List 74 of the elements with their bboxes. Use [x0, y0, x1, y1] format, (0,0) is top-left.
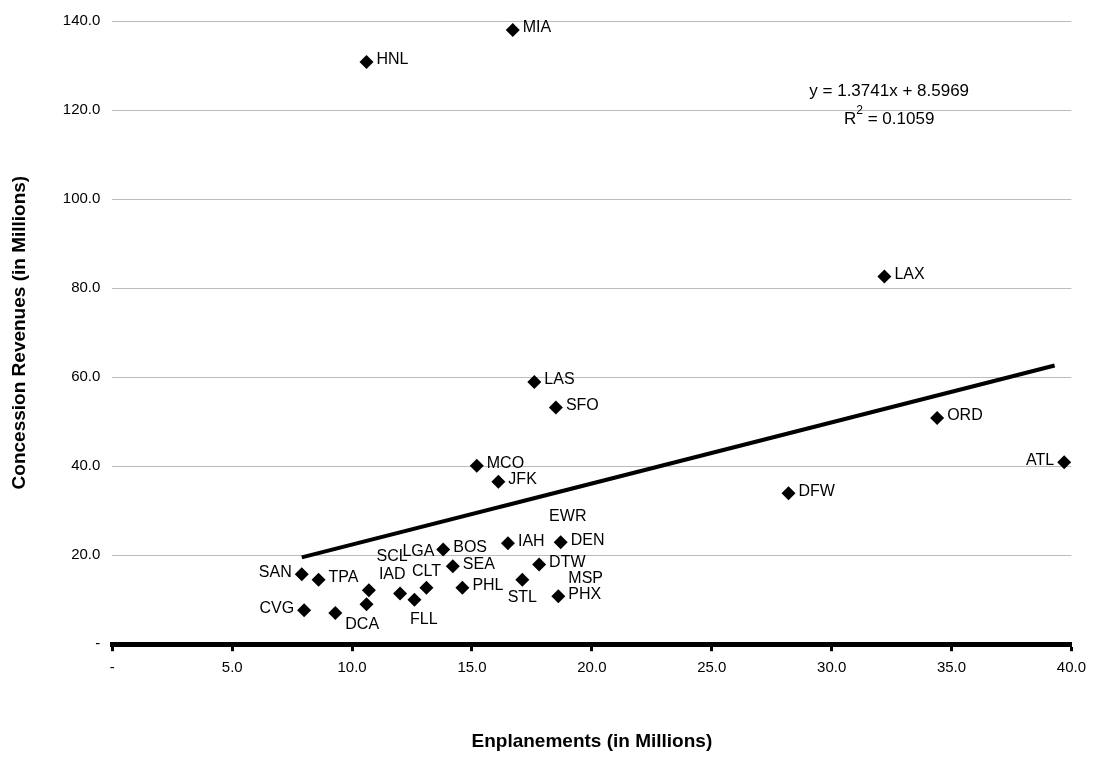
point: [551, 589, 566, 604]
annotation: EWR: [549, 506, 587, 524]
point: [548, 400, 563, 415]
x-tick-label: 40.0: [1056, 658, 1086, 676]
point: [491, 474, 506, 489]
x-tick-label: 25.0: [697, 658, 727, 676]
point: [436, 542, 451, 557]
annotation: LAX: [894, 264, 925, 282]
point: [553, 535, 568, 550]
annotation: PHX: [568, 584, 602, 602]
x-tick-label: 30.0: [817, 658, 847, 676]
annotation: BOS: [453, 537, 488, 555]
y-tick-label: 20.0: [71, 545, 101, 563]
annotation: DTW: [549, 552, 587, 570]
x-tick-label: 5.0: [221, 658, 243, 676]
point: [515, 572, 530, 587]
annotation: CLT: [411, 562, 442, 580]
point: [877, 269, 892, 284]
annotation: DCA: [345, 615, 380, 633]
point: [532, 557, 547, 572]
annotation: y = 1.3741x + 8.5969: [809, 80, 970, 100]
point: [930, 411, 945, 426]
x-axis-title: Enplanements (in Millions): [471, 729, 713, 751]
point: [328, 606, 343, 621]
x-tick-label: 35.0: [936, 658, 967, 676]
annotation: DFW: [798, 481, 836, 499]
y-tick-label: -: [95, 634, 101, 652]
point: [407, 592, 422, 607]
point: [781, 486, 796, 501]
point: [359, 54, 374, 69]
y-tick-label: 100.0: [62, 189, 101, 207]
y-tick-label: 40.0: [71, 456, 101, 474]
annotation: SEA: [462, 554, 496, 572]
annotation: IAH: [517, 531, 545, 549]
x-tick-label: 10.0: [337, 658, 367, 676]
annotation: FLL: [410, 609, 438, 627]
annotation: IAD: [378, 564, 406, 582]
point: [500, 536, 515, 551]
y-tick-label: 80.0: [71, 278, 101, 296]
annotation: SFO: [565, 395, 599, 413]
point: [527, 375, 542, 390]
annotation: CVG: [259, 598, 295, 616]
point: [455, 580, 470, 595]
annotation: MCO: [486, 454, 525, 472]
point: [361, 583, 376, 598]
point: [393, 586, 408, 601]
point: [294, 567, 309, 582]
y-tick-label: 60.0: [71, 367, 101, 385]
annotation: STL: [507, 588, 538, 606]
annotation: ATL: [1026, 450, 1055, 468]
y-tick-label: 140.0: [62, 11, 101, 29]
annotation: TPA: [328, 568, 359, 586]
point: [469, 458, 484, 473]
annotation: MSP: [568, 568, 603, 586]
x-tick-label: 15.0: [457, 658, 487, 676]
annotation: DEN: [570, 530, 605, 548]
point: [505, 22, 520, 37]
annotation: SAN: [258, 562, 292, 580]
point: [297, 603, 312, 618]
annotation: JFK: [508, 470, 538, 488]
annotation: HNL: [376, 50, 409, 68]
point: [419, 580, 434, 595]
x-tick-label: -: [109, 658, 115, 676]
annotation: MIA: [522, 18, 552, 36]
y-axis-title: Concession Revenues (in Millions): [7, 175, 29, 490]
point: [445, 559, 460, 574]
annotation: ORD: [947, 406, 983, 424]
annotation: LAS: [544, 370, 575, 388]
y-tick-label: 120.0: [62, 100, 101, 118]
point: [1057, 455, 1072, 470]
point: [359, 597, 374, 612]
x-tick-label: 20.0: [577, 658, 607, 676]
annotation: PHL: [472, 576, 504, 594]
point: [311, 572, 326, 587]
